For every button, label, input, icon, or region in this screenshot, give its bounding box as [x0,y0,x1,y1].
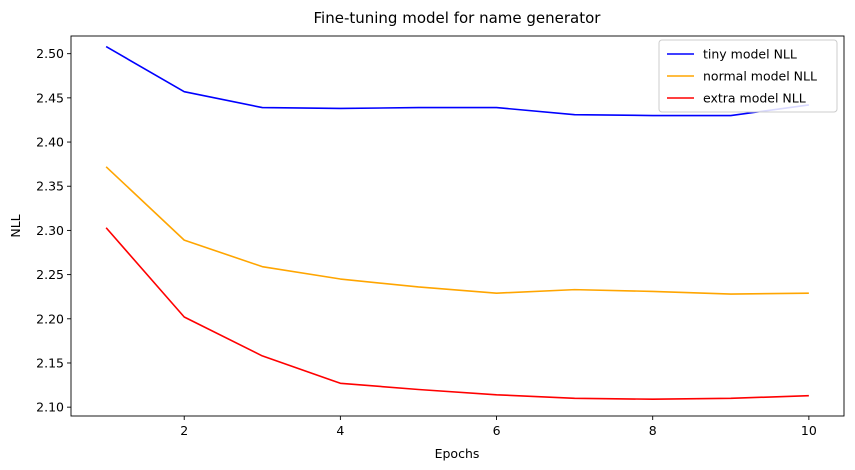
x-tick-label: 2 [180,423,188,438]
legend-entry: tiny model NLL [703,47,797,62]
x-tick-label: 4 [336,423,344,438]
y-tick-label: 2.25 [36,267,64,282]
y-tick-label: 2.45 [36,90,64,105]
x-tick-label: 10 [801,423,817,438]
x-tick-label: 6 [493,423,501,438]
y-tick-label: 2.35 [36,179,64,194]
legend: tiny model NLL normal model NLL extra mode… [658,39,838,113]
y-axis-label: NLL [8,214,23,237]
legend-box [658,39,838,113]
y-axis: 2.10 2.15 2.20 2.25 2.30 2.35 2.40 2.45 2.50 [36,46,71,415]
series-line-normal-model-nll [105,166,809,295]
y-tick-label: 2.50 [36,46,64,61]
legend-entry: normal model NLL [703,69,817,84]
chart-title: Fine-tuning model for name generator [314,9,602,27]
y-tick-label: 2.10 [36,400,64,415]
x-axis-label: Epochs [435,446,480,461]
y-tick-label: 2.30 [36,223,64,238]
y-tick-label: 2.15 [36,355,64,370]
x-axis: 2 4 6 8 10 [180,416,817,438]
series-lines [105,45,809,401]
y-tick-label: 2.20 [36,311,64,326]
x-tick-label: 8 [649,423,657,438]
legend-entry: extra model NLL [703,91,806,106]
series-line-tiny-model-nll [105,45,809,117]
y-tick-label: 2.40 [36,135,64,150]
plot-frame [70,35,845,417]
series-line-extra-model-nll [105,227,809,401]
